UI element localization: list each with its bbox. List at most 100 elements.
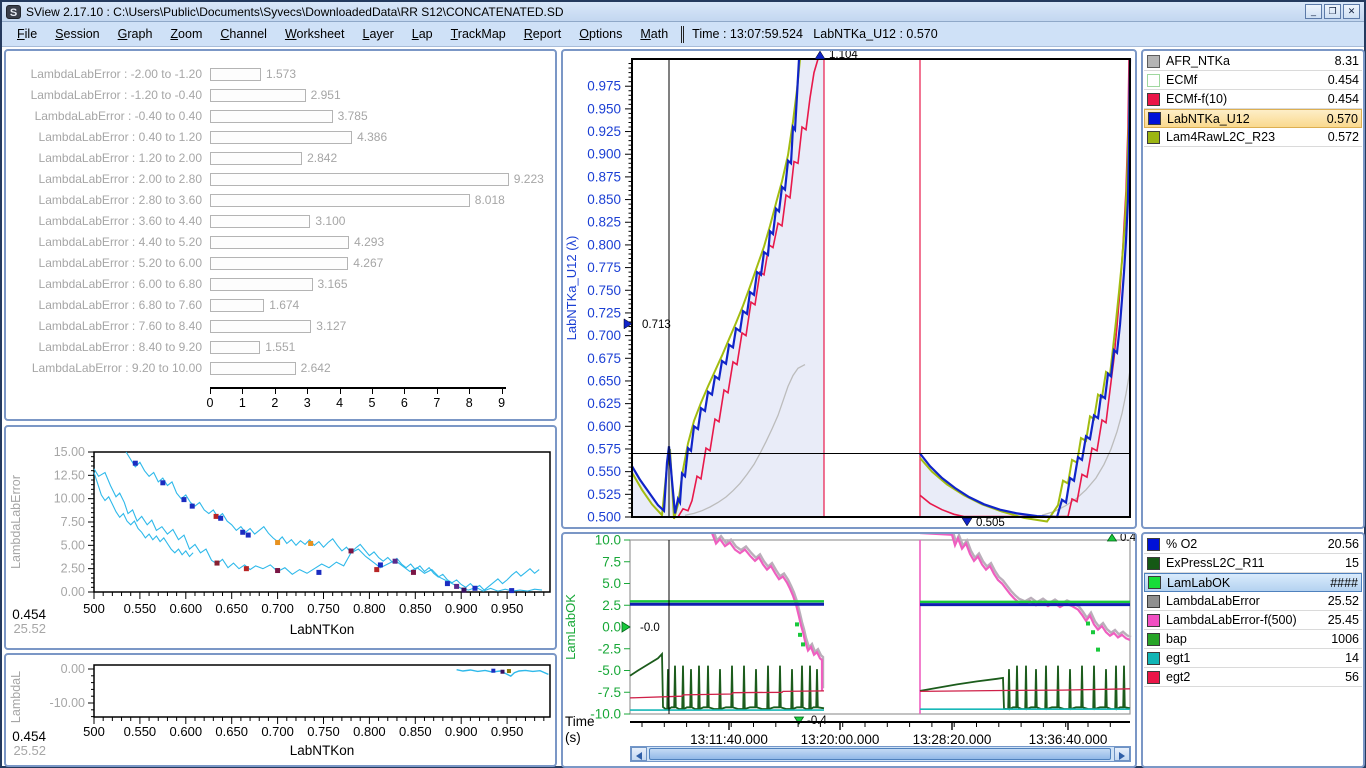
panel-main-chart: 0.5000.5250.5500.5750.6000.6250.6500.675… [561, 49, 1137, 529]
channel-row-afr-ntka[interactable]: AFR_NTKa8.31 [1144, 52, 1362, 71]
restore-button[interactable]: ❐ [1324, 4, 1341, 19]
channel-color-swatch [1148, 112, 1161, 125]
channel-row-lambdalaberror-f-500-[interactable]: LambdaLabError-f(500)25.45 [1144, 611, 1362, 630]
channel-color-swatch [1147, 671, 1160, 684]
svg-text:10.0: 10.0 [595, 534, 621, 548]
menu-lap[interactable]: Lap [403, 24, 442, 44]
menu-options[interactable]: Options [570, 24, 631, 44]
histogram-x-tick-label: 4 [332, 396, 348, 410]
channel-name: LambdaLabError-f(500) [1166, 613, 1328, 627]
menu-graph[interactable]: Graph [109, 24, 162, 44]
svg-text:-10.0: -10.0 [590, 707, 621, 722]
histogram-bar [210, 173, 509, 186]
channel-name: % O2 [1166, 537, 1328, 551]
svg-text:0.00: 0.00 [61, 662, 85, 676]
time-scrollbar[interactable] [630, 746, 1131, 762]
channel-value: 0.570 [1327, 112, 1358, 126]
svg-text:0.505: 0.505 [976, 517, 1005, 527]
channel-name: ExPressL2C_R11 [1166, 556, 1345, 570]
histogram-bar [210, 152, 302, 165]
svg-text:0.575: 0.575 [587, 441, 621, 456]
histogram-bar-value: 3.100 [315, 214, 345, 228]
channel-name: LamLabOK [1167, 576, 1330, 590]
svg-text:12.50: 12.50 [54, 468, 85, 482]
channel-row-labntka-u12[interactable]: LabNTKa_U120.570 [1144, 109, 1362, 128]
histogram-row-label: LambdaLabError : 4.40 to 5.20 [10, 235, 202, 249]
svg-text:1.104: 1.104 [829, 51, 858, 61]
channel-color-swatch [1147, 557, 1160, 570]
channel-row-ecmf[interactable]: ECMf0.454 [1144, 71, 1362, 90]
channel-value: 25.52 [1328, 594, 1359, 608]
channel-color-swatch [1147, 538, 1160, 551]
histogram-bar-value: 4.386 [357, 130, 387, 144]
svg-text:500: 500 [83, 601, 105, 616]
svg-text:0.750: 0.750 [587, 283, 621, 298]
menu-session[interactable]: Session [46, 24, 108, 44]
menu-worksheet[interactable]: Worksheet [276, 24, 354, 44]
histogram-x-tick-label: 7 [429, 396, 445, 410]
svg-text:0.500: 0.500 [587, 510, 621, 525]
close-button[interactable]: ✕ [1343, 4, 1360, 19]
lambdal-chart[interactable]: 0.00-10.005000.5500.6000.6500.7000.7500.… [6, 655, 555, 765]
svg-text:0.00: 0.00 [61, 585, 85, 599]
lamlabok-time-chart[interactable]: 10.07.55.02.50.0-2.5-5.0-7.5-10.0LamLabO… [563, 534, 1135, 766]
channel-name: ECMf [1166, 73, 1328, 87]
histogram-bar [210, 131, 352, 144]
menu-report[interactable]: Report [515, 24, 571, 44]
channel-value: 56 [1345, 670, 1359, 684]
histogram-bar-value: 4.267 [353, 256, 383, 270]
histogram-bar-value: 8.018 [475, 193, 505, 207]
panel-lambda-error-histogram: LambdaLabError : -2.00 to -1.201.573Lamb… [4, 49, 557, 421]
channel-row-lambdalaberror[interactable]: LambdaLabError25.52 [1144, 592, 1362, 611]
main-lambda-chart[interactable]: 0.5000.5250.5500.5750.6000.6250.6500.675… [563, 51, 1135, 527]
channel-row-lamlabok[interactable]: LamLabOK#### [1144, 573, 1362, 592]
scatter-chart[interactable]: 0.002.505.007.5010.0012.5015.005000.5500… [6, 427, 555, 648]
histogram-bar-value: 9.223 [514, 172, 544, 186]
channel-row-lam4rawl2c-r23[interactable]: Lam4RawL2C_R230.572 [1144, 128, 1362, 147]
channel-row-egt1[interactable]: egt114 [1144, 649, 1362, 668]
scroll-left-arrow[interactable] [631, 747, 647, 761]
svg-text:7.50: 7.50 [61, 515, 85, 529]
channel-row-expressl2c-r11[interactable]: ExPressL2C_R1115 [1144, 554, 1362, 573]
channel-color-swatch [1147, 131, 1160, 144]
histogram-bar-value: 1.551 [265, 340, 295, 354]
scrollbar-thumb[interactable] [649, 748, 1111, 760]
svg-text:7.5: 7.5 [602, 554, 621, 569]
panel-lambdal-labntkon: 0.00-10.005000.5500.6000.6500.7000.7500.… [4, 653, 557, 767]
menu-layer[interactable]: Layer [353, 24, 402, 44]
channel-color-swatch [1147, 614, 1160, 627]
histogram-bar [210, 236, 349, 249]
histogram-row-label: LambdaLabError : 9.20 to 10.00 [10, 361, 202, 375]
menu-trackmap[interactable]: TrackMap [442, 24, 515, 44]
histogram-row-label: LambdaLabError : 8.40 to 9.20 [10, 340, 202, 354]
scroll-right-arrow[interactable] [1114, 747, 1130, 761]
histogram-x-tick-label: 8 [461, 396, 477, 410]
histogram-bar-value: 1.573 [266, 67, 296, 81]
channel-name: LambdaLabError [1166, 594, 1328, 608]
channel-row-bap[interactable]: bap1006 [1144, 630, 1362, 649]
histogram-row-label: LambdaLabError : -1.20 to -0.40 [10, 88, 202, 102]
svg-text:0.675: 0.675 [587, 351, 621, 366]
channel-color-swatch [1147, 74, 1160, 87]
svg-text:500: 500 [83, 724, 105, 739]
minimize-button[interactable]: _ [1305, 4, 1322, 19]
svg-text:0.600: 0.600 [170, 601, 203, 616]
channel-row-ecmf-f-10-[interactable]: ECMf-f(10)0.454 [1144, 90, 1362, 109]
channel-row-egt2[interactable]: egt256 [1144, 668, 1362, 687]
panel-channel-list-top: AFR_NTKa8.31ECMf0.454ECMf-f(10)0.454LabN… [1141, 49, 1365, 529]
svg-text:-10.00: -10.00 [50, 696, 85, 710]
menu-zoom[interactable]: Zoom [161, 24, 211, 44]
menu-math[interactable]: Math [631, 24, 677, 44]
menu-channel[interactable]: Channel [211, 24, 276, 44]
histogram-bar [210, 89, 306, 102]
histogram-x-tick-label: 0 [202, 396, 218, 410]
histogram-bar [210, 341, 260, 354]
channel-value: 0.572 [1328, 130, 1359, 144]
histogram-bar-value: 3.785 [338, 109, 368, 123]
svg-text:0.550: 0.550 [124, 601, 157, 616]
svg-text:0.875: 0.875 [587, 169, 621, 184]
menu-file[interactable]: File [8, 24, 46, 44]
channel-row--o2[interactable]: % O220.56 [1144, 535, 1362, 554]
channel-color-swatch [1148, 576, 1161, 589]
histogram-row-label: LambdaLabError : 1.20 to 2.00 [10, 151, 202, 165]
